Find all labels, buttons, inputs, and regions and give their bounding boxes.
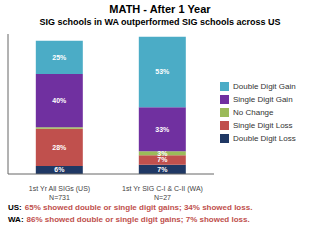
svg-text:7%: 7% xyxy=(157,156,168,163)
html-text:WA: 86% showed double or singl: WA: 86% showed double or single digit ga… xyxy=(8,215,250,224)
svg-text:6%: 6% xyxy=(54,166,65,173)
html-text:Double Digit Loss: Double Digit Loss xyxy=(233,133,296,143)
svg-text:53%: 53% xyxy=(155,68,170,75)
html-text:Double Digit Gain: Double Digit Gain xyxy=(233,81,296,91)
html-text:Single Digit Gain: Single Digit Gain xyxy=(233,94,293,104)
svg-text:40%: 40% xyxy=(52,97,67,104)
svg-text:3%: 3% xyxy=(157,150,168,157)
html-text:No Change: No Change xyxy=(233,107,274,117)
html-text:US: 65% showed double or singl: US: 65% showed double or single digit ga… xyxy=(8,203,253,212)
svg-text:1st Yr SIG C-I & C-II (WA)N=27: 1st Yr SIG C-I & C-II (WA)N=27 xyxy=(122,185,203,200)
svg-text:28%: 28% xyxy=(52,144,67,151)
html-text:SIG schools in WA outperformed: SIG schools in WA outperformed SIG schoo… xyxy=(39,17,281,27)
svg-text:7%: 7% xyxy=(157,166,168,173)
html-text:Single Digit Loss: Single Digit Loss xyxy=(233,120,293,130)
svg-text:33%: 33% xyxy=(155,126,170,133)
svg-text:1st Yr All SIGs (US)N=731: 1st Yr All SIGs (US)N=731 xyxy=(29,185,90,200)
html-text:MATH - After 1 Year: MATH - After 1 Year xyxy=(109,3,211,15)
svg-text:25%: 25% xyxy=(52,54,67,61)
